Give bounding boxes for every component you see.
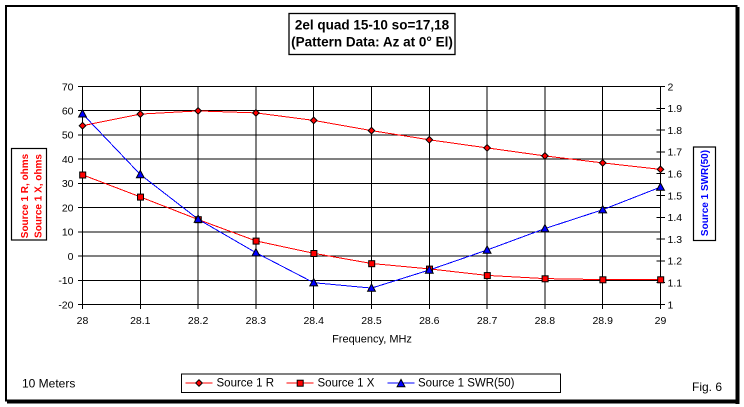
svg-text:28.1: 28.1 [130, 315, 151, 327]
svg-text:Source 1 X, ohms: Source 1 X, ohms [34, 154, 45, 238]
svg-text:1: 1 [668, 299, 674, 311]
svg-text:29: 29 [655, 315, 667, 327]
svg-text:28.6: 28.6 [419, 315, 440, 327]
svg-text:-10: -10 [58, 275, 73, 287]
svg-text:1.6: 1.6 [668, 169, 683, 181]
svg-text:70: 70 [62, 81, 74, 93]
svg-text:60: 60 [62, 106, 74, 118]
svg-text:0: 0 [68, 251, 74, 263]
svg-text:Source 1 SWR(50): Source 1 SWR(50) [418, 378, 515, 390]
svg-text:28.9: 28.9 [592, 315, 613, 327]
svg-text:1.4: 1.4 [668, 212, 683, 224]
svg-text:1.5: 1.5 [668, 190, 683, 202]
svg-text:1.9: 1.9 [668, 103, 683, 115]
svg-text:Source 1 R, ohms: Source 1 R, ohms [20, 153, 31, 238]
svg-text:1.8: 1.8 [668, 125, 683, 137]
svg-text:40: 40 [62, 154, 74, 166]
svg-text:Source 1 SWR(50): Source 1 SWR(50) [700, 150, 711, 236]
svg-text:Frequency, MHz: Frequency, MHz [332, 334, 412, 346]
svg-text:28.7: 28.7 [477, 315, 498, 327]
svg-text:28.2: 28.2 [188, 315, 209, 327]
svg-text:28: 28 [77, 315, 89, 327]
svg-text:Fig. 6: Fig. 6 [692, 380, 722, 394]
svg-text:20: 20 [62, 202, 74, 214]
svg-text:28.8: 28.8 [535, 315, 556, 327]
svg-text:2el quad 15-10 so=17,18: 2el quad 15-10 so=17,18 [295, 18, 450, 33]
svg-text:Source 1 R: Source 1 R [217, 378, 275, 390]
svg-text:1.7: 1.7 [668, 147, 683, 159]
svg-text:-20: -20 [58, 299, 73, 311]
svg-text:28.5: 28.5 [361, 315, 382, 327]
svg-text:10: 10 [62, 227, 74, 239]
svg-text:1.3: 1.3 [668, 234, 683, 246]
svg-text:30: 30 [62, 178, 74, 190]
svg-text:28.4: 28.4 [303, 315, 324, 327]
svg-text:1.2: 1.2 [668, 256, 683, 268]
svg-text:10 Meters: 10 Meters [22, 377, 75, 391]
svg-text:1.1: 1.1 [668, 278, 683, 290]
svg-text:Source 1 X: Source 1 X [318, 378, 375, 390]
svg-text:2: 2 [668, 81, 674, 93]
svg-text:(Pattern Data: Az at 0° El): (Pattern Data: Az at 0° El) [291, 35, 453, 50]
svg-text:28.3: 28.3 [246, 315, 267, 327]
svg-text:50: 50 [62, 130, 74, 142]
